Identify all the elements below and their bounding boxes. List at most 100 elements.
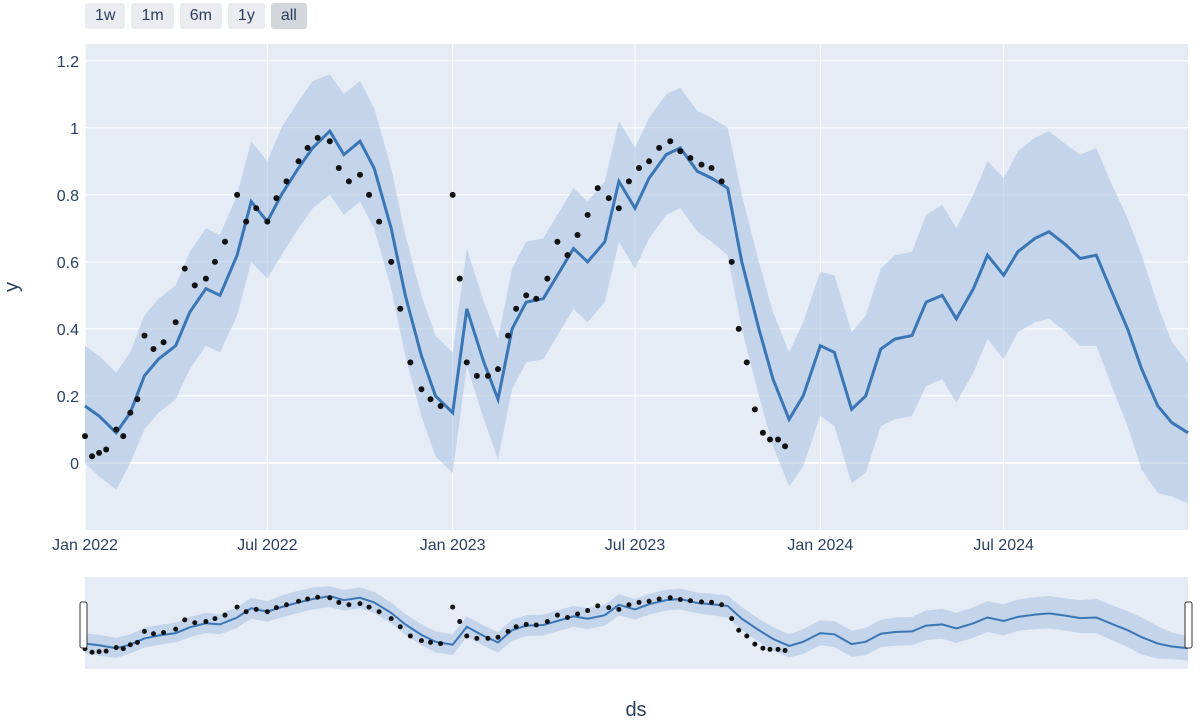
observed-point [456, 275, 463, 282]
range-slider-point [450, 604, 456, 610]
observed-point [782, 443, 789, 450]
range-slider-point [264, 609, 270, 615]
x-tick-label: Jul 2022 [237, 537, 298, 554]
y-axis-title: y [1, 282, 23, 292]
range-slider-point [203, 619, 209, 625]
uncertainty-band [85, 74, 1188, 504]
observed-point [656, 144, 663, 151]
observed-points [82, 134, 789, 460]
range-slider-right-handle[interactable] [1184, 601, 1193, 649]
observed-point [574, 232, 581, 239]
observed-point [667, 138, 674, 145]
observed-point [418, 386, 425, 393]
range-slider-point [760, 645, 766, 651]
range-slider-point [646, 598, 652, 604]
observed-point [605, 195, 612, 202]
range-slider-point [667, 595, 673, 601]
range-slider-point [173, 626, 179, 632]
range-slider-point [305, 596, 311, 602]
y-tick-label: 1.2 [57, 54, 79, 71]
range-slider-point [113, 645, 119, 651]
x-tick-label: Jan 2024 [787, 537, 853, 554]
range-button-1w[interactable]: 1w [85, 3, 126, 29]
observed-point [356, 171, 363, 178]
observed-point [505, 332, 512, 339]
observed-point [96, 449, 103, 456]
range-slider-point [161, 630, 167, 636]
range-button-1m[interactable]: 1m [131, 3, 174, 29]
range-slider-point [366, 604, 372, 610]
range-slider-point [544, 619, 550, 625]
range-button-6m[interactable]: 6m [179, 3, 222, 29]
range-slider-point [120, 646, 126, 652]
x-axis-title: ds [625, 699, 646, 720]
observed-point [584, 211, 591, 218]
range-slider-point [103, 648, 109, 654]
range-slider-point [357, 601, 363, 607]
observed-point [150, 346, 157, 353]
observed-point [366, 191, 373, 198]
range-button-1y[interactable]: 1y [227, 3, 265, 29]
range-slider-point [554, 612, 560, 618]
range-button-all[interactable]: all [270, 3, 307, 29]
range-slider-point [96, 649, 102, 655]
observed-point [494, 366, 501, 373]
x-tick-label: Jul 2024 [973, 537, 1034, 554]
observed-point [615, 205, 622, 212]
observed-point [273, 195, 280, 202]
observed-point [775, 436, 782, 443]
observed-point [743, 359, 750, 366]
range-slider-left-handle[interactable] [79, 601, 88, 649]
x-tick-label: Jul 2023 [605, 537, 666, 554]
range-slider-point [606, 605, 612, 611]
range-slider-point [283, 602, 289, 608]
range-slider-point [744, 633, 750, 639]
x-tick-labels: Jan 2022 Jul 2022 Jan 2023 Jul 2023 Jan 2024… [52, 537, 1034, 554]
x-tick-label: Jan 2022 [52, 537, 118, 554]
range-slider-point [327, 595, 333, 601]
range-slider-point [595, 603, 601, 609]
observed-point [181, 265, 188, 272]
observed-point [82, 433, 88, 440]
x-tick-label: Jan 2023 [420, 537, 486, 554]
observed-point [234, 191, 241, 198]
range-slider-point [296, 598, 302, 604]
range-slider-point [418, 638, 424, 644]
range-slider-point [677, 597, 683, 603]
observed-point [326, 138, 333, 145]
observed-point [759, 429, 766, 436]
range-slider-point [767, 646, 773, 652]
observed-point [407, 359, 414, 366]
range-slider-point [564, 614, 570, 620]
observed-point [484, 372, 491, 379]
observed-point [283, 178, 290, 185]
range-slider-point [407, 633, 413, 639]
range-slider-point [438, 641, 444, 647]
y-tick-label: 0.8 [57, 188, 79, 205]
range-slider-point [575, 611, 581, 617]
range-slider-point [505, 628, 511, 634]
observed-point [345, 178, 352, 185]
observed-point [113, 426, 120, 433]
observed-point [127, 409, 134, 416]
observed-point [544, 275, 551, 282]
observed-point [222, 238, 229, 245]
observed-point [211, 258, 218, 265]
range-slider-point [626, 602, 632, 608]
range-slider-point [222, 612, 228, 618]
range-slider-point [376, 609, 382, 615]
range-slider-point [457, 619, 463, 625]
range-slider-point [719, 602, 725, 608]
observed-point [594, 185, 601, 192]
observed-point [397, 305, 404, 312]
observed-point [264, 218, 271, 225]
range-slider-point [495, 634, 501, 640]
range-slider-point [464, 633, 470, 639]
y-tick-label: 0.6 [57, 255, 79, 272]
observed-point [708, 165, 715, 172]
observed-point [677, 148, 684, 155]
range-slider-point [782, 648, 788, 654]
observed-point [698, 161, 705, 168]
range-slider-point [212, 616, 218, 622]
range-slider-point [523, 621, 529, 627]
